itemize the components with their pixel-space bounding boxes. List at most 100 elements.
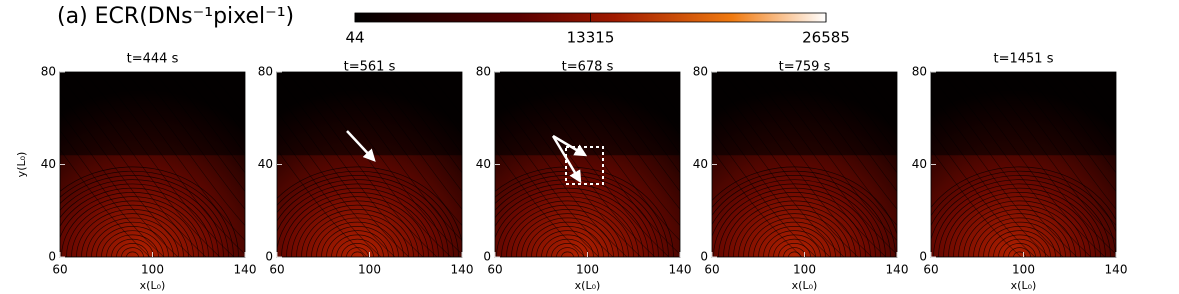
x-axis-label: x(L₀) xyxy=(575,279,601,292)
panel-top-shade xyxy=(931,72,1116,156)
field-line xyxy=(76,209,189,257)
panel xyxy=(60,72,245,257)
field-line xyxy=(768,234,821,257)
panel-title: t=444 s xyxy=(127,52,179,67)
field-line xyxy=(341,243,374,257)
field-line xyxy=(60,111,179,257)
field-line xyxy=(723,196,866,257)
field-line xyxy=(495,111,614,257)
panel-title: t=1451 s xyxy=(994,52,1054,67)
field-line xyxy=(495,192,644,257)
field-line xyxy=(61,196,204,257)
field-line xyxy=(106,234,159,257)
y-tick-label: 80 xyxy=(41,65,56,79)
field-line xyxy=(96,226,169,257)
field-line xyxy=(531,226,604,257)
field-line xyxy=(71,204,194,257)
x-axis-label: x(L₀) xyxy=(1011,279,1037,292)
colorbar-tick-label: 44 xyxy=(345,29,364,47)
field-line xyxy=(778,243,811,257)
field-line xyxy=(748,217,841,257)
y-tick-label: 40 xyxy=(693,157,708,171)
panel-title: t=759 s xyxy=(779,60,831,75)
panel-title: t=561 s xyxy=(344,60,396,75)
field-line xyxy=(60,175,229,257)
panel xyxy=(277,72,462,257)
field-line xyxy=(511,209,624,257)
field-line xyxy=(60,149,151,257)
x-tick-label: 60 xyxy=(704,263,719,277)
field-line xyxy=(998,238,1041,257)
field-line xyxy=(495,129,600,257)
x-axis-label: x(L₀) xyxy=(140,279,166,292)
field-line xyxy=(763,230,826,257)
y-axis-label: y(L₀) xyxy=(15,152,28,178)
x-tick-label: 60 xyxy=(52,263,67,277)
field-line xyxy=(938,187,1101,257)
field-line xyxy=(712,129,817,257)
field-line xyxy=(943,192,1096,257)
y-tick-label: 0 xyxy=(483,250,491,264)
field-line xyxy=(60,192,209,257)
field-line xyxy=(516,213,619,257)
field-line xyxy=(301,209,414,257)
field-line xyxy=(983,226,1056,257)
field-line xyxy=(541,234,594,257)
panel-top-shade xyxy=(60,72,245,156)
field-line xyxy=(738,209,851,257)
field-line xyxy=(948,196,1091,257)
y-tick-label: 40 xyxy=(41,157,56,171)
field-line xyxy=(277,111,396,257)
y-tick-label: 80 xyxy=(912,65,927,79)
x-tick-label: 140 xyxy=(451,263,474,277)
field-line xyxy=(931,129,1036,257)
field-line xyxy=(60,179,224,257)
figure-title: (a) ECR(DNs⁻¹pixel⁻¹) xyxy=(57,4,294,29)
field-line xyxy=(546,238,589,257)
field-line xyxy=(728,200,861,257)
field-line xyxy=(121,247,144,257)
field-line xyxy=(712,179,886,257)
y-tick-label: 0 xyxy=(48,250,56,264)
field-line xyxy=(712,111,831,257)
field-line xyxy=(712,149,803,257)
x-tick-label: 140 xyxy=(234,263,257,277)
arrow xyxy=(552,134,588,157)
field-line xyxy=(1003,243,1036,257)
field-line xyxy=(277,179,449,257)
field-line xyxy=(931,149,1022,257)
panel xyxy=(712,72,897,257)
field-line xyxy=(351,251,364,257)
panels: t=444 s 60 100 140 0 40 80 x(L₀) y(L₀) t=561 s 60 1… xyxy=(15,52,1127,293)
annotations xyxy=(346,130,604,185)
panel-title: t=678 s xyxy=(562,60,614,75)
field-line xyxy=(321,226,394,257)
field-line xyxy=(773,238,816,257)
field-line xyxy=(306,213,409,257)
field-line xyxy=(86,217,179,257)
field-line xyxy=(277,129,382,257)
field-line xyxy=(81,213,184,257)
field-line xyxy=(536,230,599,257)
field-line xyxy=(495,170,669,257)
y-tick-label: 80 xyxy=(258,65,273,79)
field-line xyxy=(712,170,896,257)
field-line xyxy=(495,166,674,257)
field-line xyxy=(556,247,579,257)
field-line xyxy=(495,187,649,257)
field-line xyxy=(933,183,1106,257)
field-line xyxy=(506,204,629,257)
y-tick-label: 0 xyxy=(700,250,708,264)
x-tick-label: 100 xyxy=(141,263,164,277)
field-line xyxy=(111,238,154,257)
field-line xyxy=(526,221,609,257)
field-line xyxy=(993,234,1046,257)
field-line xyxy=(60,187,214,257)
field-line xyxy=(931,166,1116,221)
field-line xyxy=(277,149,368,257)
field-line xyxy=(495,175,664,257)
x-tick-label: 60 xyxy=(487,263,502,277)
x-tick-label: 60 xyxy=(269,263,284,277)
field-line xyxy=(753,221,836,257)
